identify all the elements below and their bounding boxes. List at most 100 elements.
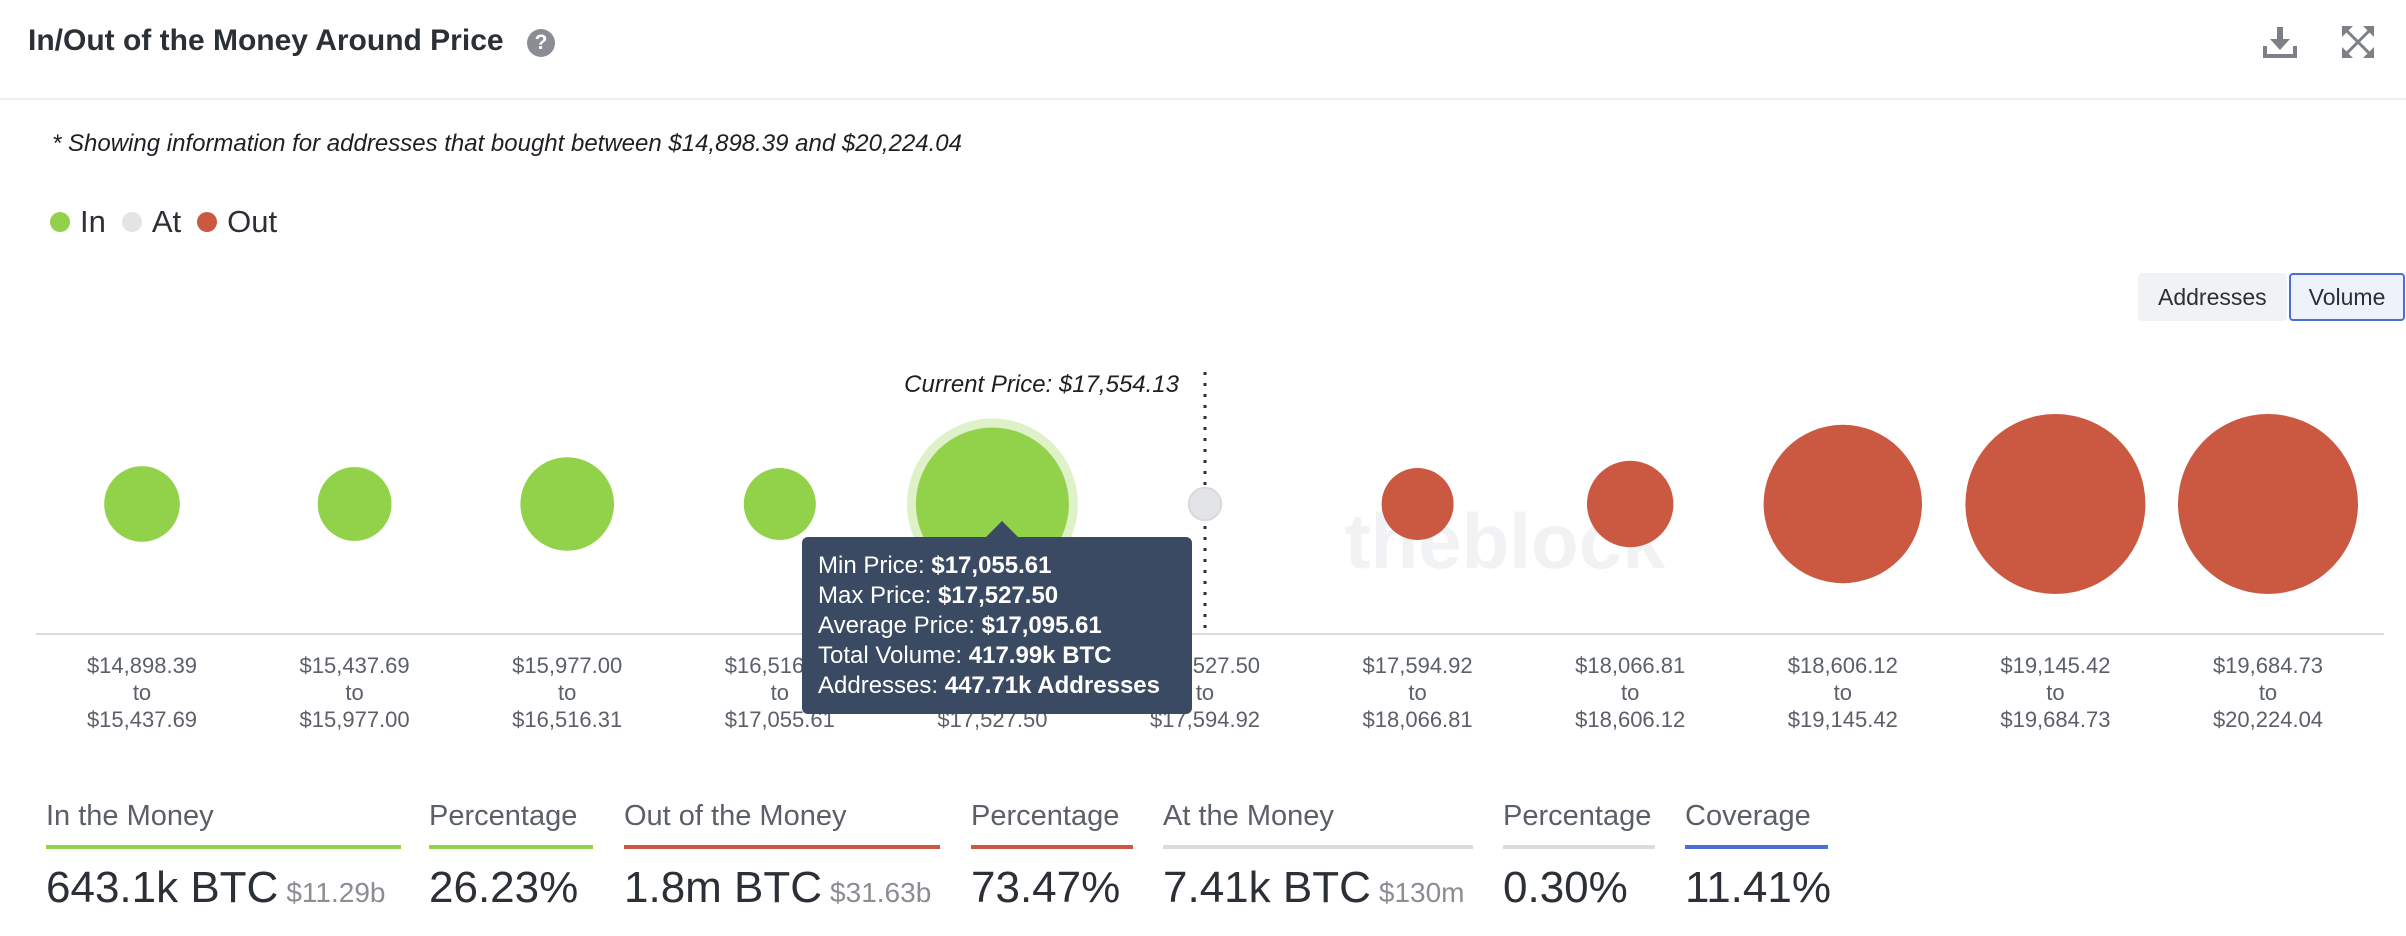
- tooltip-min-label: Min Price:: [818, 552, 925, 579]
- tooltip-min-value: $17,055.61: [931, 552, 1052, 579]
- bubble-at[interactable]: [1187, 486, 1223, 522]
- stat-bar: [1163, 845, 1473, 849]
- bin-from-label: $14,898.39: [87, 653, 197, 678]
- chart-header: In/Out of the Money Around Price ?: [0, 0, 2406, 100]
- bubble-out[interactable]: [1965, 414, 2146, 594]
- tooltip-min-price: Min Price: $17,055.61: [818, 551, 1176, 581]
- download-icon[interactable]: [2262, 24, 2298, 60]
- bin-to-word: to: [2259, 680, 2277, 705]
- expand-icon[interactable]: [2340, 24, 2376, 60]
- legend-label-at: At: [151, 204, 182, 239]
- bin-from-label: $17,594.92: [1363, 653, 1473, 678]
- stat-out-percentage: Percentage 73.47%: [971, 800, 1133, 913]
- stat-value-text: 1.8m BTC: [624, 863, 823, 912]
- summary-stats: In the Money 643.1k BTC $11.29b Percentag…: [0, 800, 2406, 936]
- legend-dot-in: [50, 212, 70, 232]
- tooltip-max-label: Max Price:: [818, 582, 932, 609]
- tooltip-max-value: $17,527.50: [938, 582, 1059, 609]
- legend-item-in[interactable]: In: [50, 204, 106, 240]
- stat-value: 11.41%: [1685, 863, 1831, 912]
- stat-bar: [1685, 845, 1828, 849]
- bin-to-label: $20,224.04: [2213, 707, 2323, 732]
- tooltip-addresses: Addresses: 447.71k Addresses: [818, 671, 1176, 701]
- tooltip-max-price: Max Price: $17,527.50: [818, 581, 1176, 611]
- bin-to-word: to: [1621, 680, 1639, 705]
- bubble-out[interactable]: [1587, 460, 1674, 548]
- volume-toggle-button[interactable]: Volume: [2288, 273, 2406, 321]
- bubble-in[interactable]: [104, 466, 180, 542]
- bin-to-label: $15,437.69: [87, 707, 197, 732]
- legend-dot-at: [121, 212, 142, 232]
- legend-dot-out: [197, 212, 218, 232]
- bin-to-label: $16,516.31: [512, 707, 622, 732]
- stat-value-text: 7.41k BTC: [1163, 863, 1371, 912]
- stat-bar: [971, 845, 1133, 849]
- stat-in-the-money: In the Money 643.1k BTC $11.29b: [46, 800, 401, 913]
- stat-sub-value: $31.63b: [830, 877, 932, 908]
- addresses-toggle-button[interactable]: Addresses: [2138, 273, 2287, 321]
- bin-to-word: to: [1196, 680, 1214, 705]
- stat-value-text: 643.1k BTC: [46, 863, 279, 912]
- bin-to-word: to: [771, 680, 789, 705]
- stat-value: 1.8m BTC $31.63b: [624, 863, 940, 913]
- tooltip-addr-value: 447.71k Addresses: [944, 672, 1160, 699]
- bubble-in[interactable]: [520, 457, 614, 551]
- stat-coverage: Coverage 11.41%: [1685, 800, 1831, 913]
- stat-out-of-the-money: Out of the Money 1.8m BTC $31.63b: [624, 800, 940, 913]
- bubble-in[interactable]: [317, 467, 392, 541]
- question-circle-icon[interactable]: ?: [527, 29, 555, 57]
- legend-label-in: In: [80, 204, 106, 239]
- stat-bar: [1503, 845, 1655, 849]
- bin-from-label: $15,437.69: [300, 653, 410, 678]
- bin-to-word: to: [1408, 680, 1426, 705]
- bubble-out[interactable]: [1381, 468, 1454, 540]
- stat-sub-value: $11.29b: [286, 877, 386, 908]
- stat-label: Percentage: [1503, 800, 1652, 832]
- bin-to-word: to: [1834, 680, 1852, 705]
- stat-sub-value: $130m: [1378, 877, 1465, 908]
- bubble-tooltip: Min Price: $17,055.61 Max Price: $17,527…: [802, 521, 1192, 714]
- stat-label: Percentage: [971, 800, 1120, 832]
- range-note: * Showing information for addresses that…: [52, 130, 962, 157]
- stat-label: At the Money: [1163, 800, 1334, 832]
- stat-bar: [624, 845, 940, 849]
- bubble-out[interactable]: [1763, 424, 1923, 584]
- tooltip-avg-label: Average Price:: [818, 612, 975, 639]
- bin-to-word: to: [558, 680, 576, 705]
- bin-to-label: $19,145.42: [1788, 707, 1898, 732]
- bin-to-word: to: [2046, 680, 2064, 705]
- stat-label: Out of the Money: [624, 800, 847, 832]
- bin-from-label: $19,684.73: [2213, 653, 2323, 678]
- bin-from-label: $18,606.12: [1788, 653, 1898, 678]
- stat-in-percentage: Percentage 26.23%: [429, 800, 593, 913]
- bin-to-label: $18,606.12: [1575, 707, 1685, 732]
- bin-to-word: to: [133, 680, 151, 705]
- stat-value: 73.47%: [971, 863, 1121, 912]
- bin-from-label: $18,066.81: [1575, 653, 1685, 678]
- tooltip-vol-value: 417.99k BTC: [968, 642, 1112, 669]
- tooltip-total-volume: Total Volume: 417.99k BTC: [818, 641, 1176, 671]
- stat-at-percentage: Percentage 0.30%: [1503, 800, 1655, 913]
- tooltip-average-price: Average Price: $17,095.61: [818, 611, 1176, 641]
- stat-label: Percentage: [429, 800, 578, 832]
- current-price-label: Current Price: $17,554.13: [904, 371, 1179, 398]
- metric-toggle: Addresses Volume: [2138, 273, 2406, 321]
- bubble-out[interactable]: [2178, 414, 2358, 594]
- stat-bar: [46, 845, 401, 849]
- legend-item-at[interactable]: At: [121, 204, 182, 240]
- legend-item-out[interactable]: Out: [197, 204, 277, 240]
- stat-bar: [429, 845, 593, 849]
- legend-label-out: Out: [227, 204, 278, 239]
- stat-label: In the Money: [46, 800, 214, 832]
- stat-value: 643.1k BTC $11.29b: [46, 863, 401, 913]
- tooltip-addr-label: Addresses:: [818, 672, 939, 699]
- tooltip-vol-label: Total Volume:: [818, 642, 963, 669]
- bin-from-label: $19,145.42: [2000, 653, 2110, 678]
- legend: In At Out: [50, 204, 293, 240]
- bin-from-label: $15,977.00: [512, 653, 622, 678]
- tooltip-avg-value: $17,095.61: [981, 612, 1102, 639]
- page-title: In/Out of the Money Around Price: [28, 24, 504, 57]
- bubble-in[interactable]: [743, 468, 816, 540]
- stat-at-the-money: At the Money 7.41k BTC $130m: [1163, 800, 1473, 913]
